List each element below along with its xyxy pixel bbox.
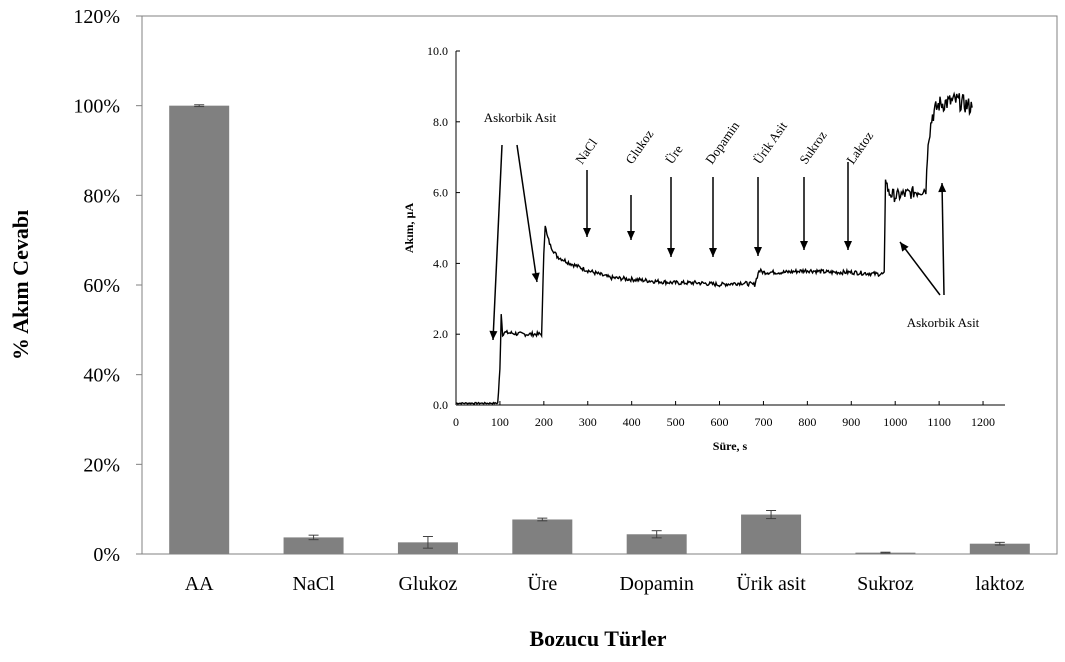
inset-x-tick-label: 0 xyxy=(453,415,459,429)
main-y-tick-label: 20% xyxy=(83,454,120,476)
main-x-tick-label: NaCl xyxy=(292,573,335,595)
main-x-tick-label: AA xyxy=(185,573,214,595)
annotation-label: Askorbik Asit xyxy=(907,315,980,330)
annotation-arrow-head xyxy=(667,248,675,257)
bar-7 xyxy=(969,543,1030,554)
annotation-arrow-head xyxy=(709,248,717,257)
inset-y-tick-label: 8.0 xyxy=(433,115,448,129)
annotation-arrow xyxy=(899,241,941,296)
annotation-arrow-head xyxy=(531,272,540,282)
main-y-tick-label: 120% xyxy=(73,6,120,28)
main-y-axis-title: % Akım Cevabı xyxy=(8,210,33,360)
main-plot: 0% 20% 40% 60% 80% 100% 120% AA NaCl Glukoz Üre Do… xyxy=(73,6,1058,595)
main-y-tick-label: 40% xyxy=(83,365,120,387)
annotation-arrow-head xyxy=(627,231,635,240)
annotation-arrow-head xyxy=(938,183,947,193)
inset-x-tick-label: 500 xyxy=(667,415,685,429)
annotation-arrow xyxy=(492,144,503,341)
annotation-arrow-head xyxy=(754,247,762,256)
annotation-label: Askorbik Asit xyxy=(484,110,557,125)
inset-x-tick-label: 300 xyxy=(579,415,597,429)
annotation-arrow-head xyxy=(583,228,591,237)
bar-0 xyxy=(169,105,230,555)
main-x-tick-label: laktoz xyxy=(975,573,1024,595)
main-x-tick-label: Dopamin xyxy=(619,573,693,595)
inset-x-tick-label: 200 xyxy=(535,415,553,429)
annotation-arrow xyxy=(516,144,538,283)
inset-x-tick-label: 1200 xyxy=(971,415,995,429)
inset-y-axis-title: Akım, µA xyxy=(402,203,416,254)
annotation-arrow-head xyxy=(900,242,909,252)
annotation-arrow-head xyxy=(800,241,808,250)
inset-x-tick-label: 700 xyxy=(754,415,772,429)
inset-x-tick-label: 600 xyxy=(711,415,729,429)
main-y-tick-label: 60% xyxy=(83,275,120,297)
bar-3 xyxy=(512,519,573,554)
main-x-axis-title: Bozucu Türler xyxy=(529,626,666,651)
main-y-tick-label: 100% xyxy=(73,96,120,118)
bar-1 xyxy=(283,537,344,554)
inset-y-tick-label: 4.0 xyxy=(433,256,448,270)
annotation-arrow-head xyxy=(489,330,498,340)
annotation-arrow-head xyxy=(844,241,852,250)
bar-4 xyxy=(626,534,687,554)
main-x-tick-label: Üre xyxy=(527,572,557,595)
inset-x-tick-label: 1000 xyxy=(883,415,907,429)
main-x-tick-label: Sukroz xyxy=(857,573,914,595)
inset-x-axis-title: Süre, s xyxy=(713,439,748,453)
main-x-tick-label: Ürik asit xyxy=(736,572,806,595)
inset-x-tick-label: 100 xyxy=(491,415,509,429)
inset-current-line xyxy=(455,91,973,405)
inset-y-tick-label: 10.0 xyxy=(427,44,448,58)
inset-x-tick-label: 400 xyxy=(623,415,641,429)
main-x-tick-label: Glukoz xyxy=(398,573,457,595)
annotation-arrow xyxy=(941,182,945,296)
inset-x-tick-label: 1100 xyxy=(927,415,951,429)
inset-y-tick-label: 6.0 xyxy=(433,186,448,200)
inset-y-tick-label: 2.0 xyxy=(433,327,448,341)
inset-y-tick-label: 0.0 xyxy=(433,398,448,412)
main-y-tick-label: 80% xyxy=(83,185,120,207)
main-y-tick-label: 0% xyxy=(93,544,120,566)
inset-x-tick-label: 800 xyxy=(798,415,816,429)
inset-x-tick-label: 900 xyxy=(842,415,860,429)
bar-5 xyxy=(741,514,802,554)
